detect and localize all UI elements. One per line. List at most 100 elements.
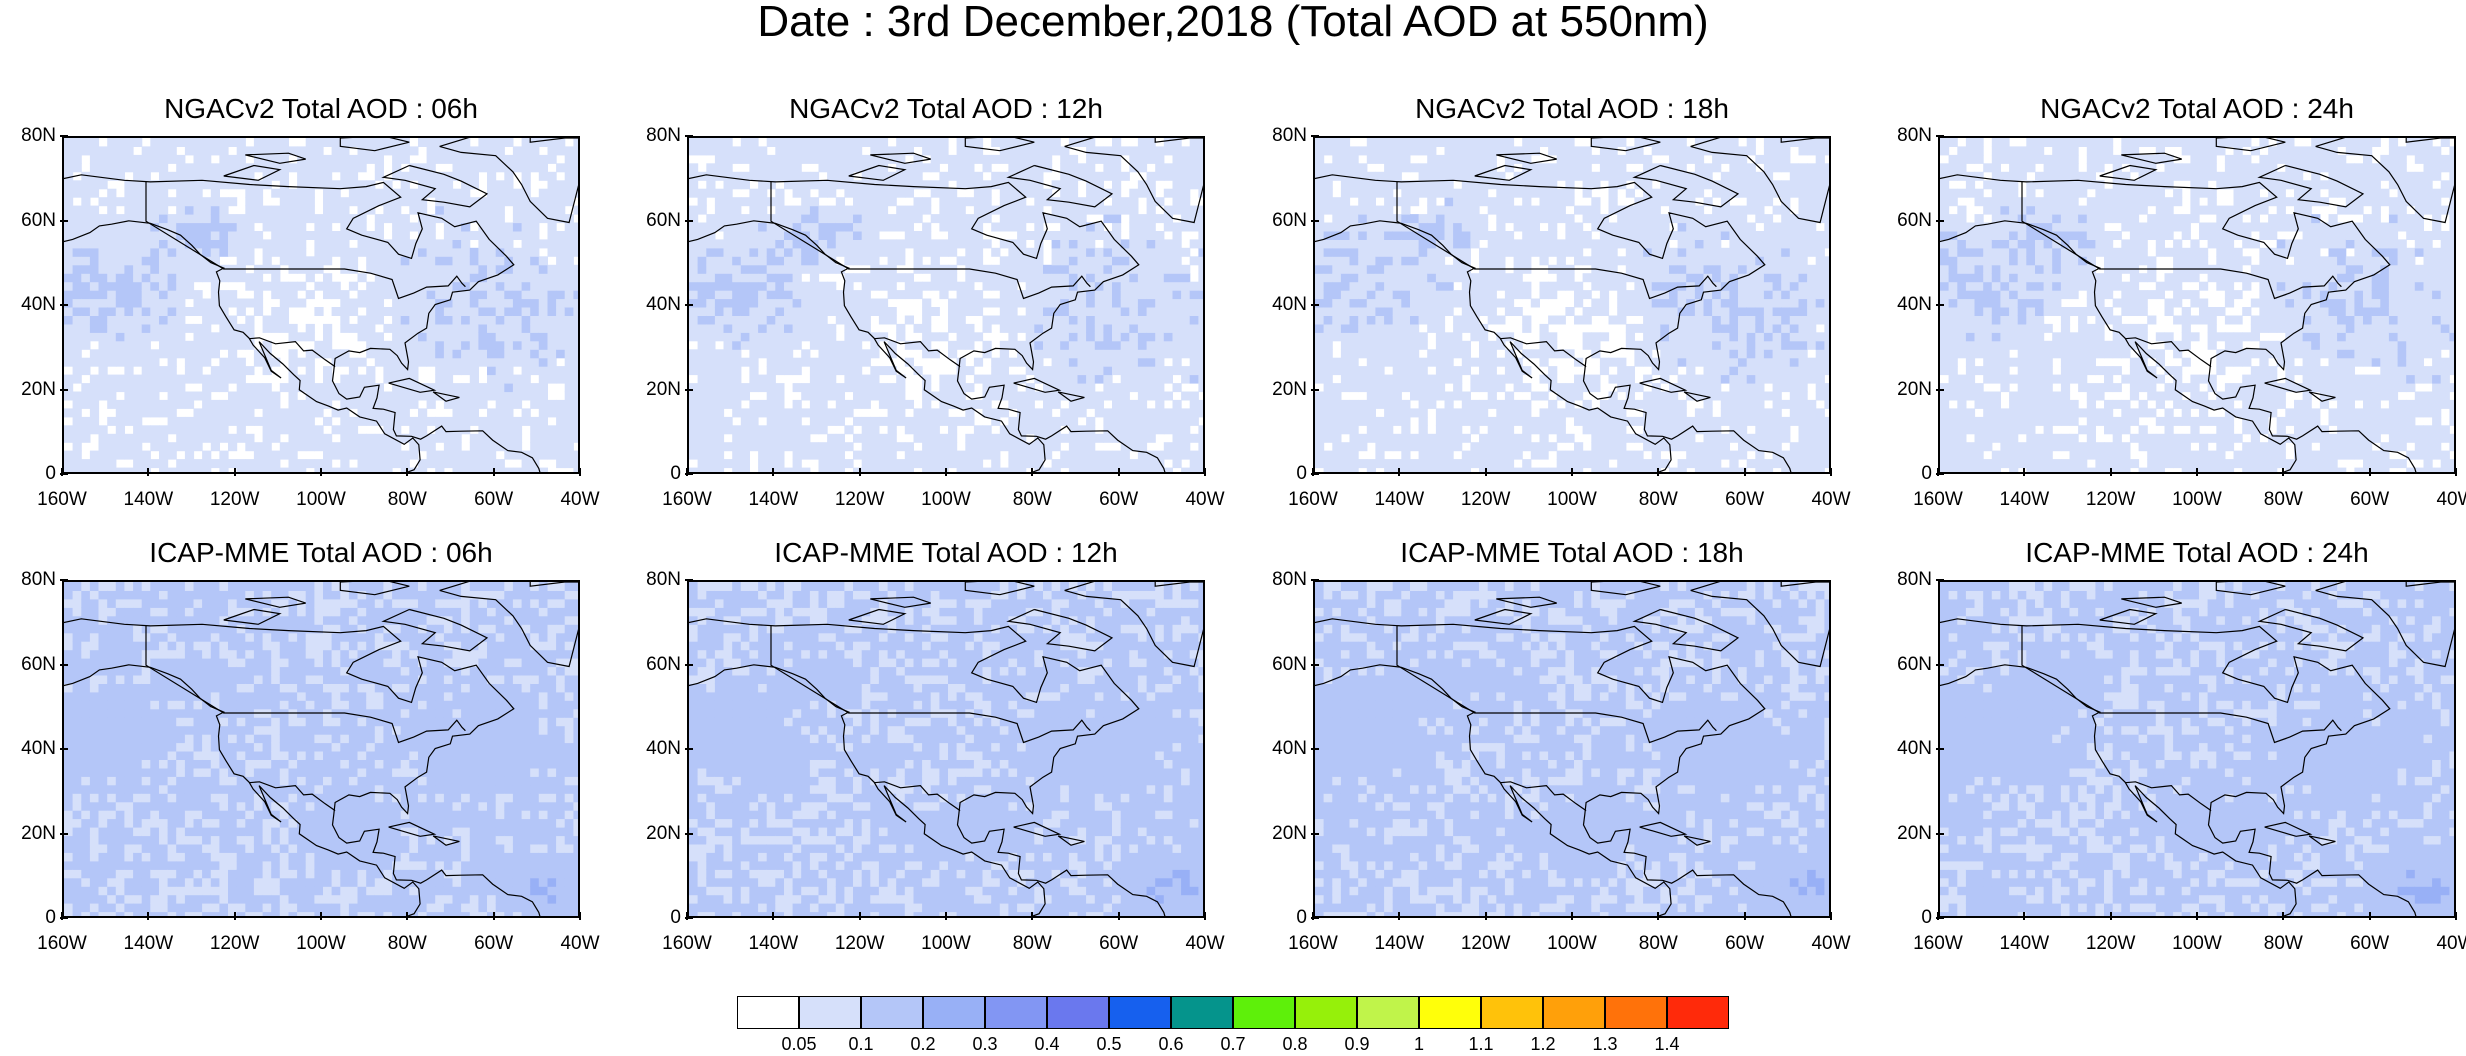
y-tick-label: 80N [21,569,56,590]
x-tick-label: 100W [2172,489,2222,510]
x-tick-mark [1117,912,1120,920]
map-panel: NGACv2 Total AOD : 18h 80N 60N 40N 20N 0 160W 1… [1272,94,1850,510]
x-tick-mark [686,912,688,920]
aod-field-map [689,138,1203,472]
y-tick-label: 20N [1897,822,1932,844]
x-tick-mark [61,468,63,476]
x-tick-mark [1031,912,1034,920]
x-tick-mark [1484,468,1487,476]
x-tick-label: 120W [834,933,885,954]
colorbar-swatch [1481,996,1543,1029]
y-tick-mark [1311,135,1319,137]
x-tick-mark [1743,468,1746,476]
x-tick-label: 160W [1913,933,1963,954]
y-tick-mark [1311,917,1319,919]
map-panel: NGACv2 Total AOD : 24h 80N 60N 40N 20N 0 160W 1… [1897,94,2466,510]
x-tick-mark [2023,468,2026,476]
colorbar-swatch [1295,996,1357,1029]
x-tick-label: 40W [2436,489,2466,510]
y-tick-label: 0 [1296,907,1307,928]
x-tick-label: 40W [2436,933,2466,954]
x-tick-label: 40W [1185,933,1225,954]
y-tick-mark [1936,748,1944,750]
y-tick-mark [1311,579,1319,581]
y-tick-mark [1311,473,1319,475]
coastlines [64,138,578,472]
x-tick-label: 80W [1638,933,1678,954]
x-tick-label: 160W [1913,489,1963,510]
x-tick-mark [1031,468,1034,476]
x-tick-mark [858,912,861,920]
y-tick-mark [685,832,693,835]
y-tick-label: 20N [1272,822,1307,844]
x-tick-mark [492,468,495,476]
x-tick-label: 140W [748,489,799,510]
map-plot-area [62,136,580,474]
colorbar-label: 0.4 [1034,1034,1060,1054]
coastlines [1315,138,1829,472]
colorbar-swatch [985,996,1047,1029]
colorbar-label: 0.8 [1282,1034,1308,1054]
colorbar-label: 1.3 [1592,1034,1618,1054]
y-tick-mark [685,219,693,222]
colorbar-swatch [861,996,923,1029]
panel-title: NGACv2 Total AOD : 12h [789,93,1103,124]
colorbar-label: 1.2 [1530,1034,1556,1054]
y-tick-label: 40N [1897,738,1932,759]
colorbar-swatch [737,996,799,1029]
x-tick-label: 120W [2085,933,2136,954]
y-tick-label: 60N [646,209,681,231]
y-tick-label: 0 [45,907,56,928]
x-tick-label: 40W [560,933,600,954]
map-plot-area [687,580,1205,918]
x-tick-mark [858,468,861,476]
y-tick-label: 0 [45,463,56,484]
y-tick-mark [1311,663,1319,666]
aod-field-map [64,582,578,916]
y-tick-label: 40N [646,738,681,759]
x-tick-mark [1571,468,1573,476]
x-tick-label: 160W [37,933,87,954]
colorbar-swatch [1233,996,1295,1029]
colorbar-label: 0.7 [1220,1034,1246,1054]
x-tick-mark [2109,912,2112,920]
x-tick-label: 80W [387,489,427,510]
panel-title: ICAP-MME Total AOD : 24h [2025,537,2369,568]
x-tick-label: 60W [2350,933,2390,954]
panel-title: ICAP-MME Total AOD : 18h [1400,537,1744,568]
aod-shading [1315,138,1829,472]
colorbar-swatch [1419,996,1481,1029]
x-tick-label: 40W [1811,489,1851,510]
colorbar-label: 1 [1413,1034,1424,1054]
y-tick-label: 60N [21,653,56,675]
y-tick-label: 60N [1272,653,1307,675]
colorbar-swatch [1357,996,1419,1029]
x-tick-mark [1571,912,1573,920]
colorbar-swatch [1047,996,1109,1029]
panel-title: ICAP-MME Total AOD : 06h [149,537,493,568]
aod-field-map [1315,138,1829,472]
colorbar-label: 0.3 [972,1034,998,1054]
x-tick-label: 140W [1374,489,1425,510]
x-tick-mark [1830,468,1832,476]
y-tick-mark [60,135,68,137]
y-tick-mark [60,219,68,222]
x-tick-mark [147,468,150,476]
x-tick-mark [772,468,775,476]
x-tick-label: 80W [1012,489,1052,510]
x-tick-label: 140W [123,489,174,510]
x-tick-mark [1117,468,1120,476]
y-tick-mark [1936,663,1944,666]
x-tick-mark [1743,912,1746,920]
y-tick-label: 20N [21,822,56,844]
x-tick-label: 160W [662,933,712,954]
colorbar-swatch [799,996,861,1029]
x-tick-mark [406,912,409,920]
x-tick-mark [2282,912,2285,920]
y-tick-label: 80N [1272,569,1307,590]
x-tick-label: 140W [1374,933,1425,954]
x-tick-label: 40W [560,489,600,510]
x-tick-mark [1312,912,1314,920]
x-tick-mark [1398,468,1401,476]
colorbar-label: 1.1 [1468,1034,1494,1054]
